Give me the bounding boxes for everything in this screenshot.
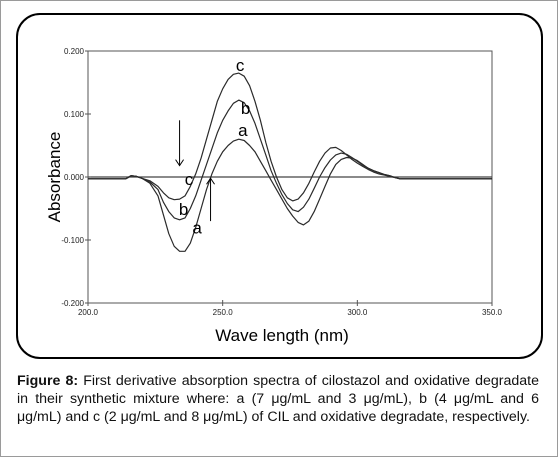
curve-label-c: c [236,56,245,75]
series-a-line [88,138,492,252]
y-tick-label: -0.100 [61,236,84,245]
y-axis-title: Absorbance [45,132,64,223]
curve-label-c: c [185,170,194,189]
series-b-line [88,99,492,221]
series-c-line [88,72,492,202]
x-tick-label: 250.0 [213,308,234,317]
caption-label: Figure 8: [17,373,79,389]
caption-text: First derivative absorption spectra of c… [17,373,539,425]
chart-panel [16,13,543,359]
y-tick-label: -0.200 [61,299,84,308]
y-tick-label: 0.200 [64,47,85,56]
curve-label-a: a [192,219,202,238]
curve-label-b: b [179,200,188,219]
x-axis-title: Wave length (nm) [215,326,349,345]
curve-label-a: a [238,121,248,140]
x-tick-label: 300.0 [347,308,368,317]
down-arrow-head [175,159,184,167]
x-tick-label: 200.0 [78,308,99,317]
y-tick-label: 0.100 [64,110,85,119]
curve-label-b: b [241,99,250,118]
up-arrow-head [206,177,215,185]
figure-caption: Figure 8: First derivative absorption sp… [17,372,539,426]
y-tick-label: 0.000 [64,173,85,182]
x-tick-label: 350.0 [482,308,503,317]
